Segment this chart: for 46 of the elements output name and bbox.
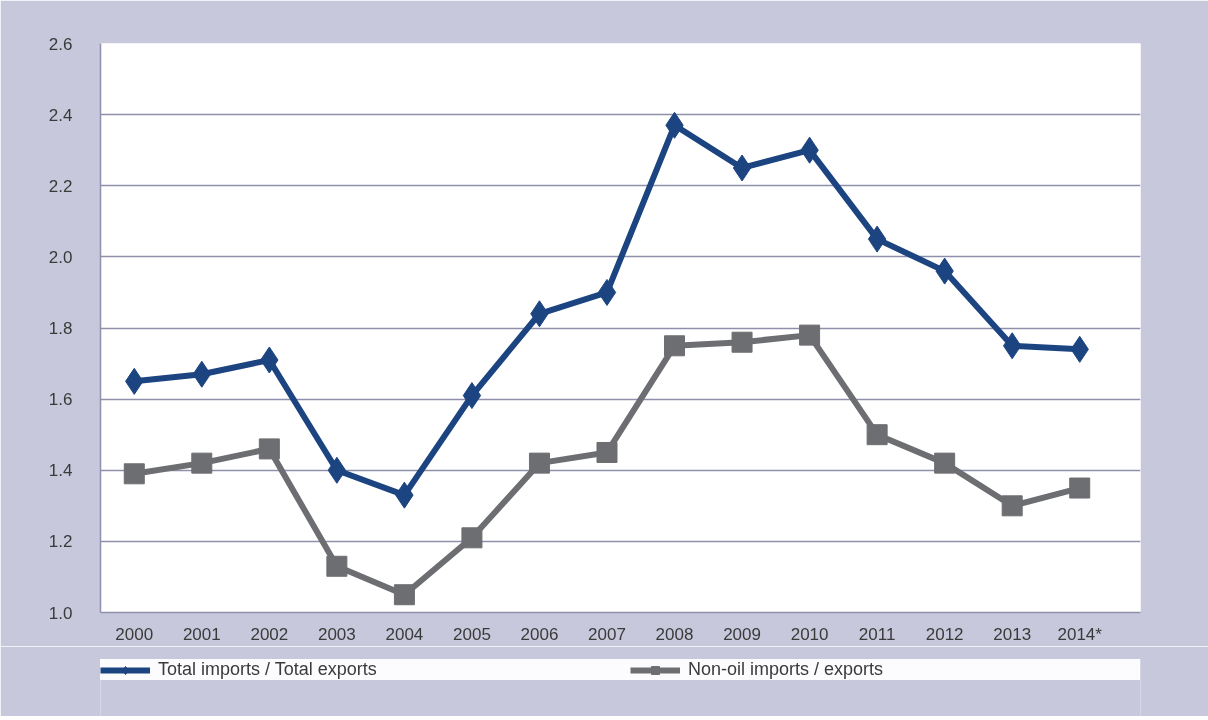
x-tick-label: 2013 (993, 624, 1032, 644)
point (867, 225, 887, 253)
point (596, 441, 618, 463)
x-tick-label: 2011 (858, 624, 896, 644)
x-tick-label: 2005 (453, 624, 491, 644)
x-tick-label: 2002 (250, 624, 289, 644)
point (799, 324, 821, 346)
x-tick-label: 2007 (588, 624, 626, 644)
point (1069, 477, 1091, 499)
point (731, 331, 753, 353)
x-tick-label: 2004 (385, 624, 424, 644)
x-tick-label: 2000 (115, 624, 154, 644)
y-tick-label: 1.2 (48, 532, 73, 552)
point (528, 452, 550, 474)
y-tick-label: 1.4 (48, 461, 73, 481)
point (191, 452, 213, 474)
point (327, 456, 347, 484)
point (123, 463, 145, 485)
point (393, 584, 415, 606)
x-tick-label: 2006 (520, 624, 559, 644)
point (258, 438, 280, 460)
legend-label: Non-oil imports / exports (688, 659, 885, 680)
point (326, 555, 348, 577)
x-tick-label: 2003 (317, 624, 356, 644)
x-tick-label: 2008 (655, 624, 694, 644)
x-tick-label: 2010 (790, 624, 829, 644)
legend-label: Total imports / Total exports (158, 659, 378, 680)
point (461, 527, 483, 549)
y-tick-label: 1.8 (48, 319, 73, 338)
point (866, 424, 888, 446)
y-tick-label: 2.0 (48, 247, 73, 267)
y-tick-label: 2.2 (48, 176, 73, 196)
point (732, 154, 752, 182)
y-tick-label: 2.6 (48, 34, 73, 54)
x-tick-label: 2009 (723, 624, 761, 644)
x-tick-label: 2012 (925, 624, 964, 644)
point (1001, 495, 1023, 517)
y-tick-label: 1.6 (48, 390, 73, 410)
point (462, 382, 482, 410)
point (597, 278, 617, 306)
point (664, 335, 686, 357)
y-tick-label: 2.4 (48, 105, 73, 125)
x-tick-label: 2001 (182, 624, 221, 644)
y-tick-label: 1.0 (48, 603, 73, 623)
x-tick-label: 2014* (1057, 624, 1103, 644)
point (934, 452, 956, 474)
